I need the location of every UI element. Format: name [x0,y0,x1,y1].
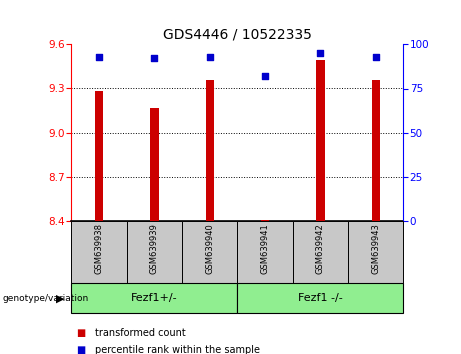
Text: ■: ■ [76,328,85,338]
Text: GSM639943: GSM639943 [371,223,380,274]
Bar [372,80,380,221]
Point [317,50,324,56]
Bar [237,283,403,313]
Text: GSM639940: GSM639940 [205,223,214,274]
Bar [293,221,348,283]
Bar [316,61,325,221]
Text: GSM639939: GSM639939 [150,223,159,274]
Text: percentile rank within the sample: percentile rank within the sample [95,346,260,354]
Bar [182,221,237,283]
Text: GSM639942: GSM639942 [316,223,325,274]
Bar [127,221,182,283]
Text: transformed count: transformed count [95,328,185,338]
Text: genotype/variation: genotype/variation [2,294,89,303]
Point [95,54,103,59]
Point [151,56,158,61]
Bar [71,221,127,283]
Text: ▶: ▶ [56,293,64,303]
Point [206,54,213,59]
Bar [206,80,214,221]
Point [261,73,269,79]
Bar [348,221,403,283]
Text: ■: ■ [76,346,85,354]
Text: Fezf1+/-: Fezf1+/- [131,293,178,303]
Text: GSM639941: GSM639941 [260,223,270,274]
Bar [95,91,103,221]
Bar [261,220,269,221]
Bar [237,221,293,283]
Text: Fezf1 -/-: Fezf1 -/- [298,293,343,303]
Bar [150,108,159,221]
Point [372,54,379,59]
Text: GSM639938: GSM639938 [95,223,104,274]
Bar [71,283,237,313]
Title: GDS4446 / 10522335: GDS4446 / 10522335 [163,28,312,42]
